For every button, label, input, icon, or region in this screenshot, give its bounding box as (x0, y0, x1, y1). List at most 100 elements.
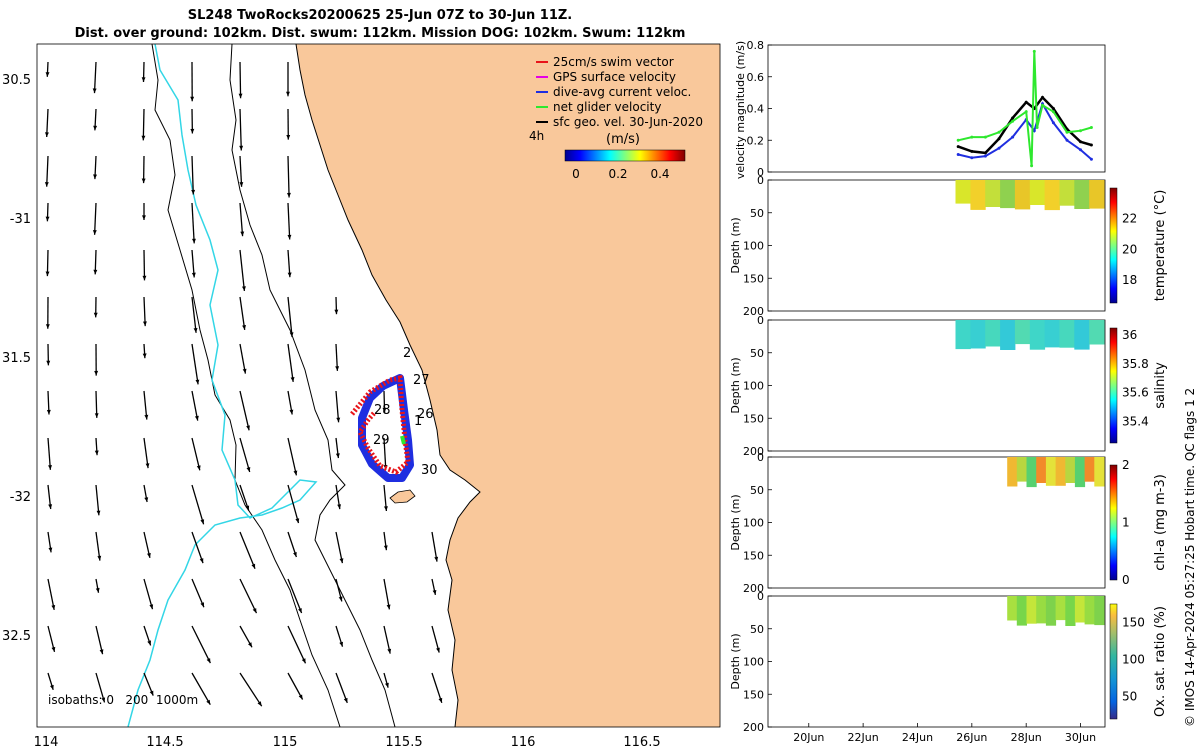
heatmap-cell (985, 180, 1001, 207)
heatmap-cell (1014, 180, 1031, 210)
colorbar (1109, 187, 1118, 304)
legend-swim: 25cm/s swim vector (536, 55, 674, 69)
surface-velocity-arrowhead (45, 132, 49, 137)
lon-tick: 115 (273, 735, 298, 750)
surface-velocity-arrowhead (51, 605, 56, 610)
surface-velocity-arrowhead (200, 602, 204, 608)
legend-geo-label: sfc geo. vel. 30-Jun-2020 (553, 115, 703, 129)
scale-note: 4h (529, 129, 544, 143)
depth-tick-label: 100 (743, 240, 764, 253)
heatmap-panel: 0 50 100 150 200 Depth (m) 35.4 35.6 35.8 36 salin… (730, 314, 1168, 458)
surface-velocity-arrow (191, 155, 194, 195)
surface-velocity-arrow (47, 578, 55, 611)
colorbar-tick-label: 100 (1122, 653, 1145, 667)
surface-velocity-arrow (191, 531, 204, 564)
surface-velocity-arrow (46, 155, 49, 187)
velocity-point (1089, 126, 1093, 129)
velocity-point (1041, 95, 1044, 99)
surface-velocity-arrow (239, 155, 243, 187)
surface-velocity-arrowhead (50, 684, 54, 690)
velocity-point (1079, 140, 1082, 144)
depth-axis-label: Depth (m) (730, 633, 742, 689)
surface-velocity-arrowhead (48, 547, 53, 553)
depth-tick-label: 200 (743, 305, 764, 318)
surface-velocity-arrowhead (238, 93, 243, 99)
surface-velocity-arrowhead (257, 701, 262, 707)
velocity-point (1035, 126, 1039, 129)
velocity-point (983, 151, 987, 155)
velocity-point (1032, 49, 1036, 53)
velocity-point (1065, 138, 1069, 142)
velocity-point (956, 153, 960, 156)
surface-velocity-arrowhead (301, 658, 306, 664)
surface-velocity-arrowhead (239, 182, 244, 187)
chart-title-line2: Dist. over ground: 102km. Dist. swum: 11… (74, 26, 686, 41)
legend-gps: GPS surface velocity (536, 70, 676, 84)
surface-velocity-arrow (239, 108, 242, 151)
surface-velocity-arrowhead (141, 135, 146, 141)
surface-velocity-arrow (239, 249, 246, 291)
surface-velocity-arrowhead (93, 125, 98, 131)
surface-velocity-arrowhead (199, 558, 204, 564)
surface-velocity-arrow (95, 531, 101, 561)
surface-velocity-arrowhead (95, 587, 100, 593)
velocity-point (970, 149, 974, 153)
imos-credit: © IMOS 14-Apr-2024 05:27:25 Hobart time.… (1183, 387, 1197, 727)
map-legend: 25cm/s swim vector GPS surface velocity … (529, 55, 703, 181)
surface-velocity-arrowhead (147, 553, 151, 558)
surface-velocity-arrow (143, 437, 149, 469)
velocity-point (1024, 110, 1028, 114)
heatmap-cell (1084, 596, 1095, 625)
legend-gps-label: GPS surface velocity (553, 70, 676, 84)
isobath-label: isobaths: 0 200 1000m (48, 693, 198, 707)
surface-velocity-arrowhead (343, 697, 348, 703)
surface-velocity-arrowhead (51, 646, 56, 652)
velocity-point (1011, 116, 1015, 120)
surface-velocity-arrow (239, 343, 247, 374)
velocity-point (997, 146, 1001, 150)
surface-velocity-arrow (95, 484, 100, 516)
velocity-point (956, 145, 960, 149)
velocity-panel: velocity magnitude (m/s) 0 0.2 0.4 0.6 0.8 (734, 39, 1106, 179)
lat-tick: 32.5 (2, 629, 31, 644)
heatmap-cell (955, 320, 971, 350)
velocity-point (1089, 157, 1093, 161)
heatmap-cell (1059, 320, 1075, 348)
surface-velocity-arrow (287, 437, 298, 476)
offshore-island (389, 489, 416, 504)
velocity-point (997, 130, 1001, 134)
heatmap-cell (1036, 596, 1047, 624)
velocity-point (1079, 148, 1082, 152)
heatmap-cell (1000, 320, 1016, 350)
isobath-coast (295, 44, 481, 727)
legend-dive-avg-label: dive-avg current veloc. (553, 85, 691, 99)
surface-velocity-arrowhead (142, 353, 147, 359)
surface-velocity-arrowhead (287, 192, 291, 198)
surface-velocity-arrow (383, 578, 391, 610)
surface-velocity-arrowhead (251, 563, 256, 569)
surface-velocity-arrowhead (339, 641, 343, 647)
surface-velocity-arrowhead (337, 504, 341, 510)
surface-velocity-arrowhead (196, 465, 201, 471)
colorbar-tick-label: 1 (1122, 516, 1130, 530)
surface-velocity-arrowhead (94, 413, 99, 418)
surface-velocity-arrow (287, 672, 304, 700)
surface-velocity-arrow (143, 296, 146, 327)
heatmap-cell (1089, 320, 1105, 345)
colorbar-label: Ox. sat. ratio (%) (1153, 606, 1168, 717)
surface-velocity-arrowhead (246, 425, 250, 431)
surface-velocity-arrow (383, 625, 391, 654)
depth-tick-label: 50 (750, 623, 764, 636)
colorbar (1109, 603, 1118, 720)
surface-velocity-arrowhead (144, 497, 149, 503)
surface-velocity-arrowhead (246, 467, 251, 472)
surface-velocity-arrowhead (242, 325, 246, 330)
velocity-point (970, 135, 974, 139)
depth-tick-label: 0 (757, 451, 764, 464)
surface-velocity-arrowhead (191, 272, 196, 278)
surface-velocity-arrowhead (99, 649, 104, 655)
surface-velocity-arrowhead (200, 519, 205, 525)
depth-tick-label: 100 (743, 656, 764, 669)
surface-velocity-arrowhead (93, 174, 97, 180)
depth-tick-label: 0 (757, 314, 764, 327)
